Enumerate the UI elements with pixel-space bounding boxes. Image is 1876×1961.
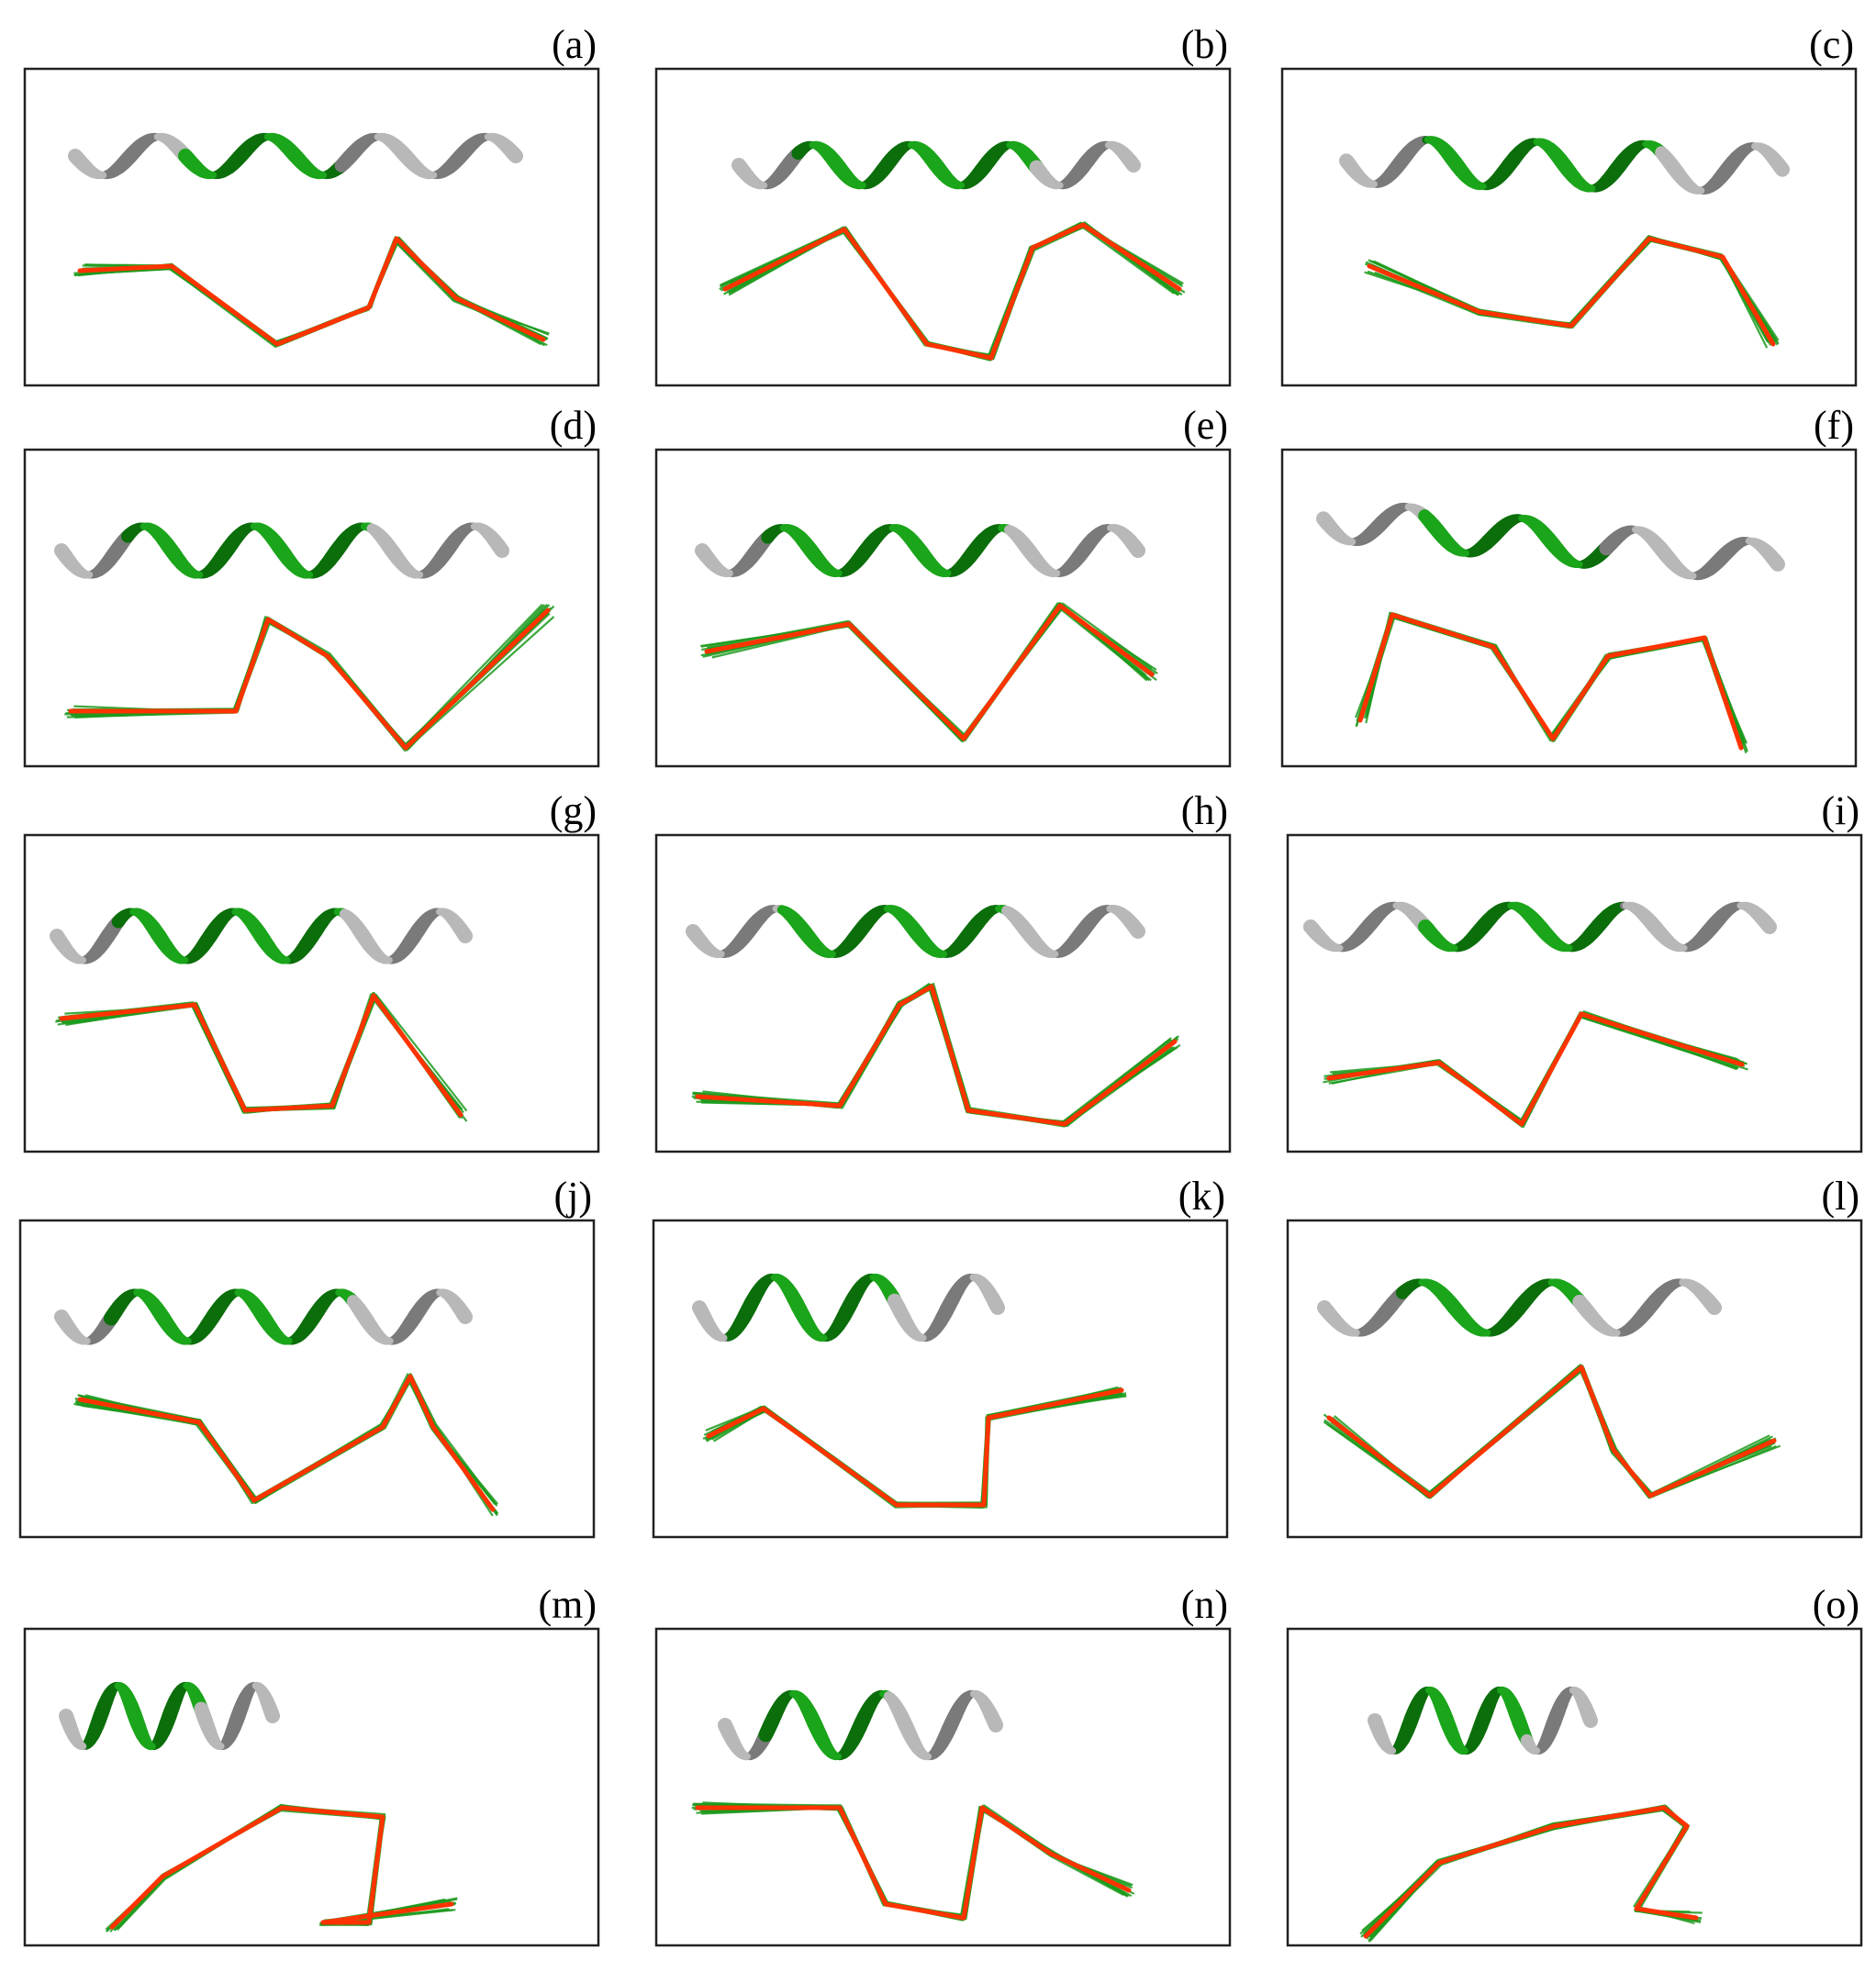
panel: (g) — [23, 788, 600, 1153]
backbone-trace-ensemble — [702, 1386, 1127, 1510]
backbone-trace-ensemble — [719, 221, 1186, 362]
panel: (i) — [1286, 788, 1863, 1153]
panel-label: (e) — [1183, 403, 1228, 448]
panel: (e) — [654, 403, 1232, 768]
helix-ribbon — [1316, 502, 1785, 581]
panel-label: (c) — [1809, 22, 1854, 67]
helix-ribbon — [50, 908, 473, 964]
panel: (h) — [654, 788, 1232, 1153]
helix-ribbon — [1339, 136, 1790, 195]
helix-ribbon — [718, 1689, 1003, 1761]
backbone-trace-ensemble — [1359, 1804, 1703, 1943]
panel: (b) — [654, 22, 1232, 387]
backbone-trace-ensemble — [1323, 1364, 1781, 1499]
helix-ribbon — [1303, 901, 1777, 953]
backbone-trace-ensemble — [64, 603, 555, 752]
panel: (a) — [23, 22, 600, 387]
panel: (o) — [1286, 1582, 1863, 1947]
helix-ribbon — [1317, 1278, 1722, 1337]
panel-label: (a) — [552, 22, 597, 67]
helix-ribbon — [692, 1273, 1005, 1343]
backbone-trace-ensemble — [73, 1373, 499, 1517]
panel-label: (n) — [1181, 1582, 1228, 1627]
helix-ribbon — [686, 905, 1145, 959]
backbone-trace-ensemble — [105, 1803, 458, 1933]
panel-frame — [1286, 1219, 1863, 1539]
backbone-trace-ensemble — [1354, 611, 1748, 754]
panel-frame — [23, 833, 600, 1153]
backbone-trace-ensemble — [73, 236, 550, 349]
panel-frame — [18, 1219, 596, 1539]
panel-frame — [652, 1219, 1229, 1539]
panel-label: (j) — [553, 1174, 592, 1219]
backbone-trace-ensemble — [691, 1801, 1135, 1922]
panel-label: (h) — [1181, 788, 1228, 833]
panel-label: (g) — [550, 788, 597, 833]
panel: (f) — [1280, 403, 1858, 768]
panel: (n) — [654, 1582, 1232, 1947]
helix-ribbon — [731, 140, 1141, 190]
panel: (l) — [1286, 1174, 1863, 1539]
panel-frame — [23, 448, 600, 768]
panel: (j) — [18, 1174, 596, 1539]
panel-label: (d) — [550, 403, 597, 448]
panel: (c) — [1280, 22, 1858, 387]
panel-frame — [654, 67, 1232, 387]
panel-frame — [654, 1627, 1232, 1947]
panel-label: (f) — [1814, 403, 1854, 448]
panel: (m) — [23, 1582, 600, 1947]
panel-frame — [1286, 1627, 1863, 1947]
panel-label: (o) — [1813, 1582, 1859, 1627]
helix-ribbon — [54, 1288, 473, 1345]
helix-ribbon — [695, 524, 1145, 577]
helix-ribbon — [68, 132, 523, 180]
panel-frame — [23, 1627, 600, 1947]
panel-frame — [1286, 833, 1863, 1153]
backbone-trace-ensemble — [700, 601, 1158, 743]
helix-ribbon — [59, 1681, 280, 1751]
backbone-trace-ensemble — [1364, 235, 1780, 349]
panel: (k) — [652, 1174, 1229, 1539]
backbone-trace-ensemble — [691, 982, 1181, 1128]
panel-label: (b) — [1181, 22, 1228, 67]
panel-label: (k) — [1178, 1174, 1225, 1219]
panel-label: (l) — [1821, 1174, 1859, 1219]
panel-label: (m) — [538, 1582, 597, 1627]
backbone-trace-ensemble — [1323, 1010, 1748, 1129]
panel: (d) — [23, 403, 600, 768]
panel-frame — [23, 67, 600, 387]
helix-ribbon — [54, 522, 509, 579]
helix-ribbon — [1368, 1686, 1598, 1755]
panel-label: (i) — [1821, 788, 1859, 833]
backbone-trace-ensemble — [55, 991, 468, 1122]
panels-layer: (a) (b) (c) (d) (e) (f) (g) (h) (i) (j) (k) (l) (m) (… — [18, 22, 1863, 1947]
